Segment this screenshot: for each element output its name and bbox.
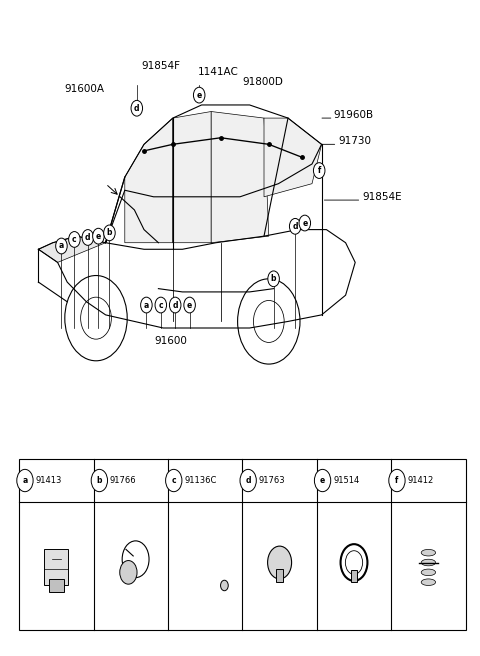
Text: c: c [158, 300, 163, 310]
Text: 91766: 91766 [110, 476, 136, 485]
Text: c: c [72, 235, 77, 244]
Ellipse shape [421, 559, 436, 565]
Circle shape [299, 215, 311, 231]
Text: 91730: 91730 [338, 136, 372, 146]
Circle shape [268, 271, 279, 287]
Text: e: e [187, 300, 192, 310]
Ellipse shape [421, 549, 436, 556]
Circle shape [193, 87, 205, 103]
Circle shape [120, 560, 137, 584]
Text: d: d [172, 300, 178, 310]
Polygon shape [211, 112, 269, 243]
Circle shape [166, 470, 182, 492]
Text: f: f [395, 476, 399, 485]
FancyBboxPatch shape [44, 550, 69, 585]
Polygon shape [38, 236, 106, 262]
Circle shape [184, 297, 195, 313]
Text: 91412: 91412 [408, 476, 434, 485]
Circle shape [93, 228, 104, 244]
Text: 91960B: 91960B [334, 110, 374, 120]
Text: 91854E: 91854E [362, 192, 402, 202]
Polygon shape [173, 112, 211, 243]
Text: 1141AC: 1141AC [198, 68, 239, 77]
Circle shape [314, 470, 331, 492]
Polygon shape [264, 118, 322, 197]
Text: d: d [292, 222, 298, 231]
Text: b: b [107, 228, 112, 237]
Circle shape [155, 297, 167, 313]
Circle shape [56, 238, 67, 254]
Circle shape [69, 232, 80, 247]
Circle shape [389, 470, 405, 492]
Text: 91854F: 91854F [141, 61, 180, 71]
Text: 91800D: 91800D [242, 77, 283, 87]
Circle shape [240, 470, 256, 492]
Text: a: a [23, 476, 27, 485]
Text: b: b [96, 476, 102, 485]
Polygon shape [125, 118, 173, 243]
Bar [49, 579, 63, 592]
Text: e: e [96, 232, 101, 241]
Circle shape [169, 297, 181, 313]
Bar [276, 569, 283, 583]
Circle shape [82, 230, 94, 245]
Circle shape [313, 163, 325, 178]
Text: 91600A: 91600A [64, 84, 104, 94]
Ellipse shape [421, 579, 436, 585]
Text: 91413: 91413 [36, 476, 62, 485]
Text: 91763: 91763 [259, 476, 285, 485]
Circle shape [268, 546, 292, 579]
Text: c: c [171, 476, 176, 485]
Text: e: e [302, 218, 307, 228]
Text: d: d [245, 476, 251, 485]
Text: e: e [320, 476, 325, 485]
Text: d: d [134, 104, 140, 113]
Text: 91136C: 91136C [184, 476, 216, 485]
Text: a: a [59, 241, 64, 251]
Circle shape [289, 218, 301, 234]
Circle shape [17, 470, 33, 492]
Text: a: a [144, 300, 149, 310]
Circle shape [141, 297, 152, 313]
Bar [351, 570, 357, 583]
Text: e: e [197, 91, 202, 100]
Circle shape [220, 580, 228, 590]
Text: 91600: 91600 [154, 337, 187, 346]
Ellipse shape [421, 569, 436, 576]
Circle shape [91, 470, 108, 492]
Text: d: d [85, 233, 91, 242]
Text: b: b [271, 274, 276, 283]
Text: 91514: 91514 [333, 476, 360, 485]
Text: f: f [317, 166, 321, 175]
Bar [19, 459, 466, 630]
Circle shape [104, 225, 115, 241]
Circle shape [131, 100, 143, 116]
